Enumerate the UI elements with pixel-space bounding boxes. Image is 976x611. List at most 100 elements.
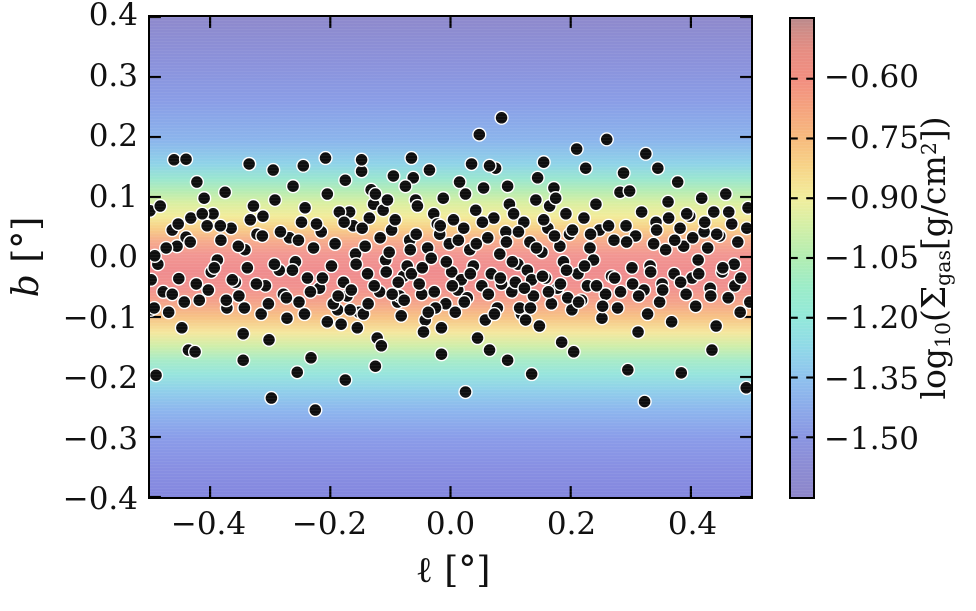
data-point	[362, 210, 377, 226]
data-point	[547, 228, 562, 244]
data-point	[171, 271, 186, 286]
data-point	[398, 179, 413, 194]
data-point	[685, 230, 700, 245]
data-point	[368, 359, 383, 374]
plot-area	[148, 15, 753, 499]
data-point	[469, 236, 484, 251]
y-tick-label: 0.3	[88, 57, 138, 94]
data-point	[255, 228, 270, 244]
data-point	[638, 146, 653, 161]
data-point	[333, 317, 349, 332]
data-point	[511, 224, 526, 239]
data-point	[189, 174, 205, 190]
data-point	[718, 186, 733, 202]
data-point	[625, 276, 640, 292]
colorbar-tick-label: −1.35	[824, 360, 919, 397]
data-point	[291, 294, 307, 310]
data-point	[219, 293, 234, 308]
data-point	[578, 161, 593, 176]
x-axis-label: ℓ [°]	[363, 549, 543, 593]
data-point	[599, 132, 614, 147]
data-point	[529, 240, 544, 256]
data-point	[373, 230, 388, 245]
data-point	[336, 215, 352, 230]
data-point	[267, 257, 282, 272]
data-point	[541, 284, 556, 299]
data-point	[589, 278, 604, 293]
data-point	[225, 272, 240, 287]
y-axis-symbol: b	[6, 274, 47, 298]
data-point	[660, 194, 676, 209]
colorbar-tick-label: −0.60	[824, 59, 919, 96]
data-point	[291, 233, 306, 248]
data-point	[388, 212, 403, 227]
data-point	[532, 318, 547, 334]
data-point	[330, 288, 346, 304]
data-point	[616, 165, 631, 181]
colorbar-label-unit: [g/cm	[914, 155, 954, 251]
data-point	[300, 270, 315, 286]
data-point	[553, 276, 568, 292]
data-point	[343, 302, 358, 317]
colorbar-label-log-sub: 10	[931, 322, 956, 349]
data-point	[338, 173, 353, 188]
colorbar-ticks-layer	[791, 77, 813, 439]
data-point	[285, 263, 300, 278]
data-point	[715, 260, 730, 275]
data-point	[720, 290, 736, 305]
data-point	[236, 326, 251, 341]
data-point	[594, 311, 610, 326]
data-point	[554, 335, 569, 350]
data-point	[386, 168, 401, 184]
data-point	[231, 288, 247, 304]
data-point	[703, 288, 718, 304]
y-tick-label: −0.3	[62, 420, 138, 457]
data-point	[528, 192, 543, 208]
colorbar-label-unit-sup: 2	[916, 142, 941, 156]
data-point	[565, 222, 580, 238]
data-point	[261, 332, 277, 347]
data-point	[297, 306, 312, 322]
data-point	[500, 179, 515, 194]
data-point	[243, 212, 258, 227]
data-point	[187, 344, 203, 359]
data-point	[667, 233, 682, 248]
data-point	[213, 218, 228, 233]
data-point	[436, 191, 451, 206]
data-point	[416, 324, 431, 340]
data-point	[674, 365, 689, 380]
data-point	[199, 218, 215, 233]
y-tick-label: 0.0	[88, 239, 138, 275]
data-point	[458, 186, 473, 202]
colorbar-tick-label: −1.20	[824, 300, 919, 337]
data-point	[588, 197, 604, 212]
data-point	[196, 191, 212, 206]
data-point	[297, 200, 313, 215]
data-point	[201, 282, 216, 298]
data-point	[457, 294, 472, 310]
data-point	[571, 294, 586, 310]
data-point	[403, 242, 418, 257]
data-point	[643, 264, 658, 280]
data-point	[358, 239, 373, 254]
data-point	[177, 294, 192, 310]
data-point	[566, 344, 581, 359]
data-point	[451, 233, 466, 248]
x-tick-label: 0.2	[546, 506, 597, 542]
data-point	[649, 222, 664, 238]
x-axis-unit: [°]	[432, 550, 491, 591]
data-point	[706, 204, 721, 220]
data-point	[740, 200, 751, 215]
data-point	[637, 394, 652, 409]
data-point	[344, 282, 359, 298]
data-point	[690, 252, 706, 268]
data-point	[661, 210, 676, 226]
data-point	[385, 287, 400, 302]
data-point	[279, 311, 295, 326]
data-point	[456, 221, 471, 236]
data-point	[650, 161, 665, 176]
data-point	[348, 257, 364, 272]
y-tick-label: −0.1	[62, 299, 138, 336]
data-point	[558, 206, 574, 221]
data-point	[658, 242, 673, 257]
